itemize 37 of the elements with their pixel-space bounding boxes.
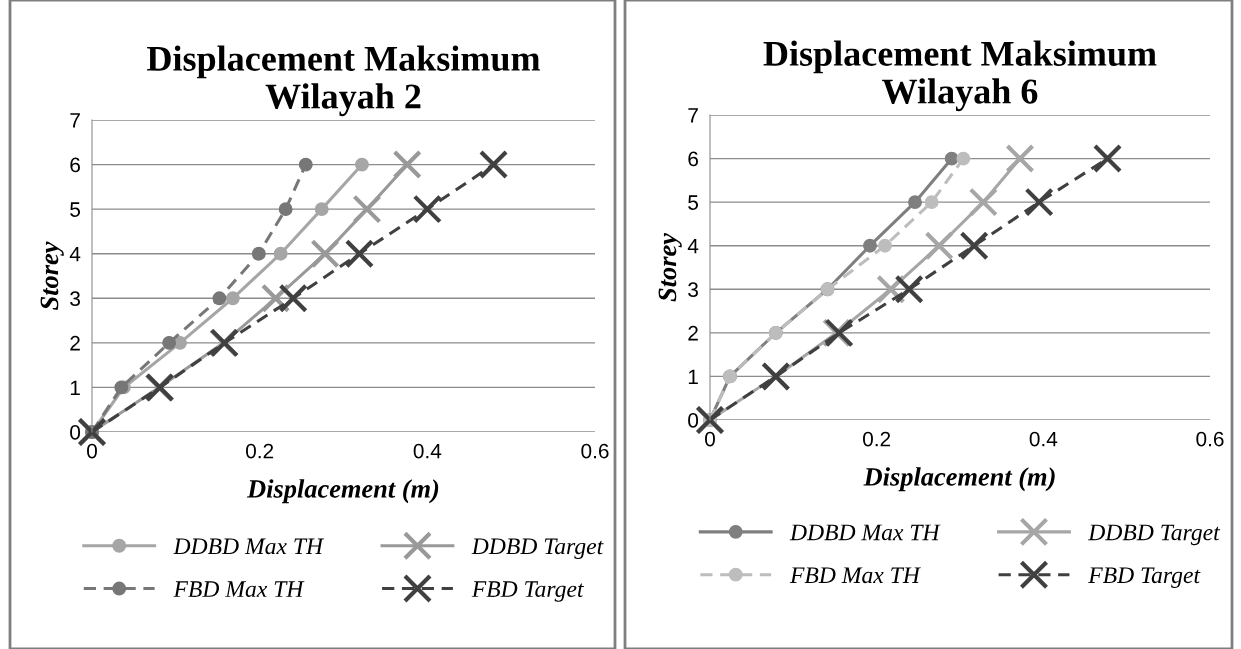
x-axis-title: Displacement (m) <box>246 479 439 504</box>
legend-label: FBD Max TH <box>173 581 305 598</box>
y-axis-title: Storey <box>40 241 64 310</box>
legend-label: DDBD Target <box>1088 524 1221 546</box>
y-tick-label: 5 <box>70 202 81 217</box>
y-tick-label: 2 <box>70 335 80 351</box>
y-axis-title: Storey <box>658 232 682 302</box>
x-tick-label: 0.4 <box>1029 431 1058 447</box>
y-tick-label: 6 <box>70 157 80 173</box>
legend-label: DDBD Max TH <box>173 538 325 555</box>
legend-label: FBD Max TH <box>789 567 921 584</box>
x-tick-label: 0.6 <box>581 443 609 459</box>
y-tick-label: 3 <box>70 291 80 307</box>
y-tick-label: 2 <box>688 325 698 341</box>
legend-label: FBD Target <box>471 581 584 602</box>
x-tick-label: 0.6 <box>1196 431 1224 447</box>
chart-title: Displacement Maksimum Wilayah 6 <box>763 40 1157 112</box>
y-tick-label: 5 <box>688 195 699 210</box>
y-tick-label: 0 <box>688 413 699 428</box>
chart-title: Displacement Maksimum Wilayah 2 <box>147 45 540 117</box>
y-tick-label: 7 <box>70 113 80 128</box>
legend-label: DDBD Target <box>471 538 604 560</box>
y-tick-label: 4 <box>69 246 81 262</box>
x-tick-label: 0 <box>87 443 97 459</box>
legend-label: DDBD Max TH <box>789 524 941 541</box>
y-tick-label: 1 <box>70 380 80 395</box>
y-tick-label: 4 <box>687 238 699 254</box>
legend-label: FBD Target <box>1088 567 1201 588</box>
y-tick-label: 3 <box>688 282 698 298</box>
x-tick-label: 0.2 <box>863 431 891 447</box>
x-tick-label: 0 <box>705 431 715 447</box>
y-tick-label: 1 <box>688 369 698 384</box>
x-tick-label: 0.2 <box>246 443 274 459</box>
x-tick-label: 0.4 <box>413 443 442 459</box>
x-axis-title: Displacement (m) <box>863 467 1055 492</box>
y-tick-label: 7 <box>688 108 698 123</box>
y-tick-label: 6 <box>688 151 698 167</box>
